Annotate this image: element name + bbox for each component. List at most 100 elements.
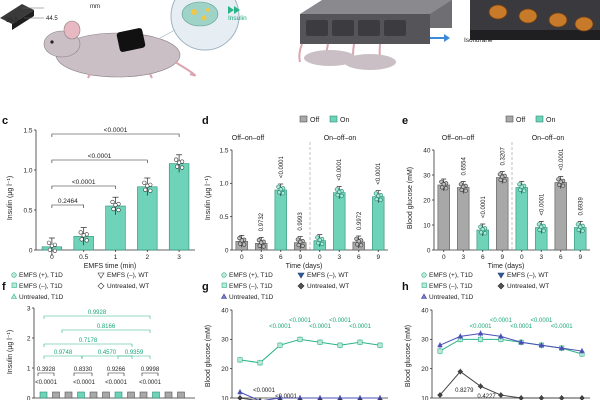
panel-f-bar (102, 391, 110, 399)
panel-f-pvalue: 0.9748 (54, 350, 73, 356)
panel-e-header-2: On–off–on (532, 135, 565, 142)
panel-d-point (277, 190, 282, 195)
illustration-row: 35.0 44.5 mm Insulin (0, 0, 600, 79)
panel-f-ytick-label: 0 (27, 395, 31, 400)
legend-g-1: EMFS (+), T1D (229, 272, 273, 279)
panel-f-pvalue: 0.8330 (74, 367, 93, 373)
panel-d-point (374, 196, 379, 202)
panel-h-untreated-wt-point (498, 392, 504, 398)
panel-label-c: c (2, 115, 8, 127)
panel-h-untreated-wt-point (437, 392, 443, 398)
legend-f-4: EMFS (–), WT (107, 272, 149, 279)
panel-c-ytick-label: 1.0 (23, 167, 32, 174)
panel-c-sig-bracket (51, 159, 148, 163)
panel-g-emfs-minus-t1d-point (257, 360, 263, 366)
panel-h-ylabel: Blood glucose (mM) (405, 325, 412, 387)
isoflurane-label: Isoflurane (464, 37, 493, 44)
panel-d-bar (372, 196, 385, 251)
panel-h-untreated-t1d-point (437, 342, 443, 348)
panel-c-xtick-label: 1 (114, 254, 118, 261)
panel-f-pvalue: <0.0001 (35, 380, 58, 386)
panel-c-point (143, 187, 148, 192)
panel-h-ytick-label: 40 (421, 307, 429, 314)
insulin-label: Insulin (228, 15, 247, 22)
panel-g-emfs-minus-t1d-point (377, 342, 383, 348)
panel-d-xtick-label: 3 (259, 254, 263, 261)
panel-c-ytick-label: 0 (29, 247, 33, 254)
panel-g-ytick-label: 20 (221, 366, 229, 373)
legend-off-swatch-d (299, 115, 308, 123)
panel-d-pvalue: <0.0001 (376, 162, 382, 185)
legend-f-1: EMFS (+), T1D (19, 272, 63, 279)
panel-e-point (519, 184, 524, 189)
panel-d-point (298, 239, 303, 244)
panel-h-pvalue: <0.0001 (510, 324, 533, 330)
panel-f-bar (39, 391, 48, 399)
panel-h-pvalue: <0.0001 (470, 324, 493, 330)
panel-e-point (539, 224, 544, 229)
panel-c-pvalue: <0.0001 (104, 127, 128, 134)
panel-g-emfs-minus-t1d-point (237, 357, 243, 363)
panel-c-point (111, 206, 116, 212)
legend-f-2: EMFS (–), T1D (19, 283, 63, 290)
panel-e-ylabel: Blood glucose (mM) (407, 167, 414, 229)
panel-d-xtick-label: 0 (240, 254, 244, 261)
panel-d-point (238, 241, 243, 246)
panel-d-point (359, 243, 364, 248)
panel-e-xtick-label: 3 (461, 254, 465, 261)
panel-c-sig-bracket (51, 133, 180, 137)
panel-d-point (334, 187, 339, 192)
panel-d-ytick-label: 0 (225, 247, 229, 254)
panel-h-ytick-label: 10 (421, 395, 429, 400)
panel-c-ytick-label: 0.5 (23, 207, 32, 214)
legend-h-1: EMFS (+), T1D (429, 272, 473, 279)
panel-d-xtick-label: 6 (357, 254, 361, 261)
panel-e-pvalue: 0.6554 (461, 156, 467, 175)
panel-d-point (378, 197, 383, 202)
panel-e-ytick-label: 10 (423, 222, 431, 229)
panel-f-ytick-label: 3 (27, 305, 31, 312)
panel-e-point (578, 224, 583, 229)
panel-f-pvalue: 0.9998 (141, 367, 160, 373)
panel-d-point (355, 242, 360, 247)
panel-d-ylabel: Insulin (µg l⁻¹) (205, 176, 212, 220)
panel-label-d: d (202, 115, 209, 127)
panel-c-point (145, 183, 150, 188)
panel-d-ytick-label: 0.5 (219, 214, 228, 221)
panel-e-point (439, 179, 444, 184)
panel-h-untreated-t1d-point (518, 339, 524, 345)
panel-e-pvalue: <0.0001 (539, 193, 545, 216)
panel-d-pvalue: <0.0001 (279, 155, 285, 178)
panel-c-point (84, 238, 89, 243)
panel-g-emfs-minus-t1d-point (337, 342, 343, 348)
panel-d-bar (333, 192, 346, 251)
panel-e-xtick-label: 6 (559, 254, 563, 261)
panel-d-pvalue: 0.9993 (298, 212, 304, 231)
panel-d-point (354, 236, 359, 241)
panel-g-ytick-label: 10 (221, 395, 229, 400)
panel-f-bar (89, 391, 98, 399)
panel-f-pvalue: 0.3928 (37, 367, 56, 373)
panel-g-untreated-wt-point (237, 395, 243, 400)
legend-f-marker-1 (11, 272, 17, 278)
legend-g-2: EMFS (–), T1D (229, 283, 273, 290)
legend-on-label-d: On (340, 117, 349, 124)
panel-c-point (177, 160, 182, 165)
panel-c-xtick-label: 2 (145, 254, 149, 261)
panel-label-e: e (402, 115, 408, 127)
panel-h-pvalue: 0.4227 (477, 394, 496, 400)
panel-d-point (300, 243, 305, 248)
panel-h-pvalue: <0.0001 (530, 318, 553, 324)
panel-c-ylabel: Insulin (µg l⁻¹) (7, 176, 14, 220)
legend-h-marker-1 (421, 272, 427, 278)
legend-h-marker-5 (497, 282, 505, 290)
panel-h-chart: EMFS (+), T1D EMFS (–), T1D Untreated, T… (405, 272, 590, 400)
panel-c-point (52, 248, 58, 253)
panel-e-xtick-label: 9 (500, 254, 504, 261)
panel-e-xtick-label: 6 (481, 254, 485, 261)
panel-c-point (174, 157, 179, 162)
panel-g-pvalue: <0.0001 (309, 324, 332, 330)
panel-d-bar (274, 189, 287, 251)
panel-e-xtick-label: 0 (442, 254, 446, 261)
